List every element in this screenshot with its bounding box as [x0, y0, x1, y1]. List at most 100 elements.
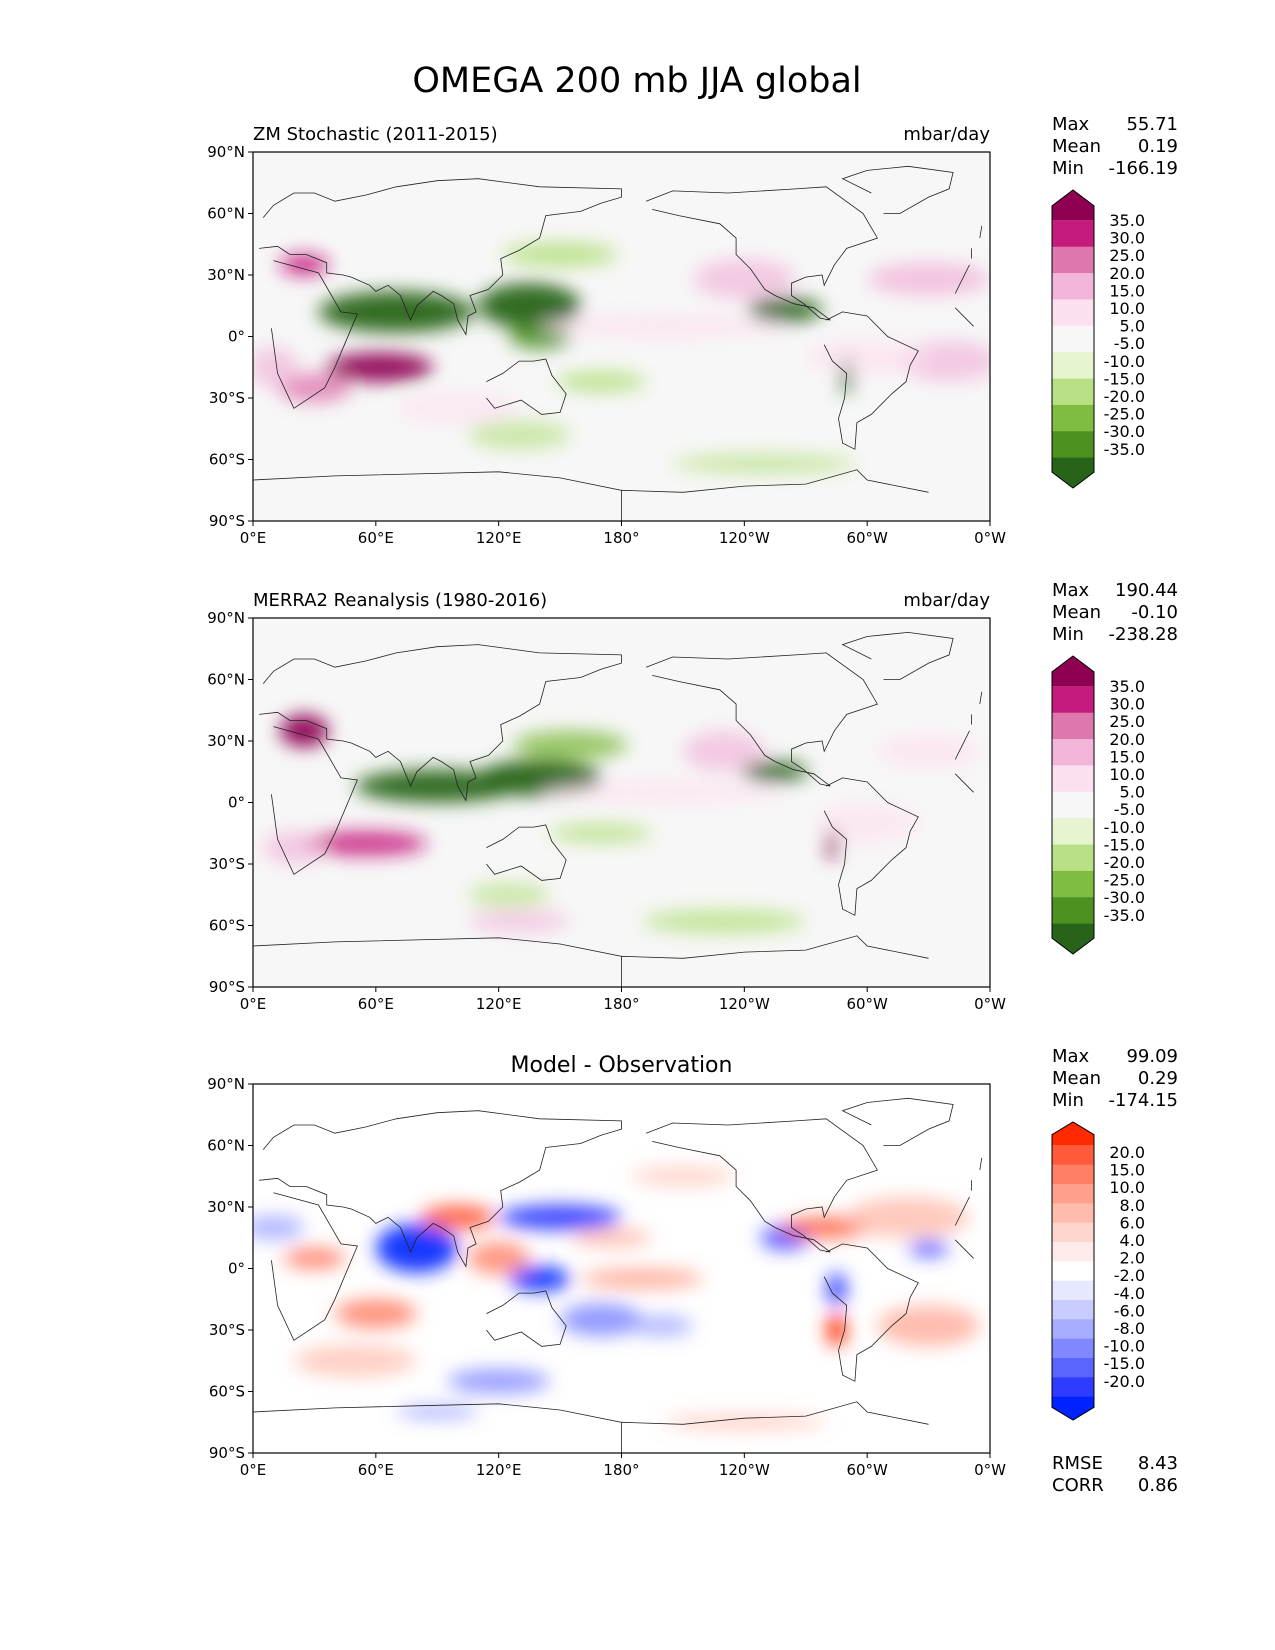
colorbar-swatch [1052, 431, 1094, 459]
colorbar-label: -35.0 [1104, 440, 1145, 459]
colorbar-label: 15.0 [1109, 1161, 1145, 1180]
stat-value: 0.29 [1138, 1068, 1178, 1089]
contour-region [815, 802, 919, 844]
colorbar-swatch [1052, 656, 1094, 687]
colorbar-label: 6.0 [1120, 1213, 1145, 1232]
contour-region [478, 283, 581, 329]
lon-tick-label: 120°W [719, 529, 770, 547]
coastline [954, 1239, 974, 1259]
coastlines [253, 1097, 983, 1453]
lat-tick-label: 60°N [207, 205, 245, 223]
contour-region [877, 1305, 980, 1347]
coastline [979, 225, 983, 239]
contour-region [908, 1239, 950, 1257]
lon-tick-label: 120°E [476, 529, 522, 547]
lon-tick-label: 60°E [358, 995, 394, 1013]
stat-label: Max [1052, 580, 1090, 601]
colorbar-label: -15.0 [1104, 1354, 1145, 1373]
lon-tick-label: 120°W [719, 1461, 770, 1479]
lat-tick-label: 60°N [207, 1137, 245, 1155]
stat-value: -166.19 [1109, 158, 1178, 179]
stat-label: Mean [1052, 602, 1101, 623]
coastline [621, 935, 929, 959]
colorbar-label: -20.0 [1104, 1372, 1145, 1391]
coastline [954, 1196, 970, 1226]
lat-tick-label: 0° [228, 1260, 245, 1278]
contour-region [467, 420, 571, 450]
contour-region [467, 1241, 530, 1275]
colorbar-label: 30.0 [1109, 695, 1145, 714]
lat-tick-label: 90°N [207, 143, 245, 161]
colorbar [1051, 1121, 1095, 1421]
lat-tick-label: 30°N [207, 266, 245, 284]
contour-region [631, 1315, 694, 1337]
contour-field [263, 714, 980, 934]
colorbar-label: 25.0 [1109, 246, 1145, 265]
contour-region [742, 761, 808, 782]
contour-region [498, 1204, 622, 1230]
colorbar-swatch [1052, 712, 1094, 740]
colorbar-swatch [1052, 739, 1094, 766]
figure-title: OMEGA 200 mb JJA global [412, 61, 861, 101]
contour-region [279, 714, 329, 748]
contour-region [502, 242, 618, 267]
lat-tick-label: 60°S [209, 451, 245, 469]
colorbar-swatch [1052, 1358, 1094, 1378]
lat-tick-label: 30°N [207, 732, 245, 750]
panel-title: MERRA2 Reanalysis (1980-2016) [253, 590, 547, 611]
colorbar-label: 15.0 [1109, 281, 1145, 300]
stat-value: 0.19 [1138, 136, 1178, 157]
colorbar-label: -15.0 [1104, 835, 1145, 854]
coastline [259, 178, 622, 336]
colorbar-swatch [1052, 1319, 1094, 1340]
lon-tick-label: 60°W [846, 529, 888, 547]
colorbar-label: 8.0 [1120, 1196, 1145, 1215]
coastline [954, 773, 974, 793]
colorbar-label: -5.0 [1114, 334, 1145, 353]
coastline [486, 824, 567, 881]
stat-label: Max [1052, 1046, 1090, 1067]
colorbar-swatch [1052, 246, 1094, 274]
contour-region [641, 909, 806, 934]
colorbar-swatch [1052, 325, 1094, 353]
colorbar-label: 2.0 [1120, 1249, 1145, 1268]
coastline [271, 260, 358, 409]
lon-tick-label: 60°W [846, 1461, 888, 1479]
colorbar-label: 25.0 [1109, 712, 1145, 731]
colorbar-label: 35.0 [1109, 211, 1145, 230]
contour-region [253, 1215, 305, 1240]
panel-title: ZM Stochastic (2011-2015) [253, 124, 498, 145]
colorbar-label: -30.0 [1104, 422, 1145, 441]
colorbar-label: -10.0 [1104, 1337, 1145, 1356]
map-background [253, 1084, 990, 1453]
contour-region [877, 734, 980, 768]
contour-region [662, 1416, 827, 1429]
stat-label: Min [1052, 1090, 1084, 1111]
lat-tick-label: 90°S [209, 512, 245, 530]
coastline [954, 307, 974, 327]
stat-label: Max [1052, 114, 1090, 135]
colorbar-label: 5.0 [1120, 783, 1145, 802]
colorbar-swatch [1052, 765, 1094, 793]
contour-region [375, 1223, 458, 1273]
lon-tick-label: 60°W [846, 995, 888, 1013]
colorbar-outline [1051, 189, 1095, 489]
colorbar-label: 30.0 [1109, 229, 1145, 248]
coastline [645, 652, 878, 787]
contour-region [560, 1303, 642, 1337]
contour-region [420, 1204, 495, 1230]
coastline [253, 471, 622, 521]
colorbar-swatch [1052, 404, 1094, 432]
colorbar-label: -4.0 [1114, 1284, 1145, 1303]
coastline [823, 1243, 919, 1382]
colorbar-swatch [1052, 1377, 1094, 1398]
colorbar-outline [1051, 655, 1095, 955]
colorbar-label: 20.0 [1109, 730, 1145, 749]
colorbar-swatch [1052, 1396, 1094, 1420]
contour-region [277, 373, 352, 403]
lon-tick-label: 0°E [240, 1461, 267, 1479]
stat-value: -0.10 [1131, 602, 1178, 623]
contour-field [253, 242, 990, 474]
footer-value: 8.43 [1138, 1453, 1178, 1474]
